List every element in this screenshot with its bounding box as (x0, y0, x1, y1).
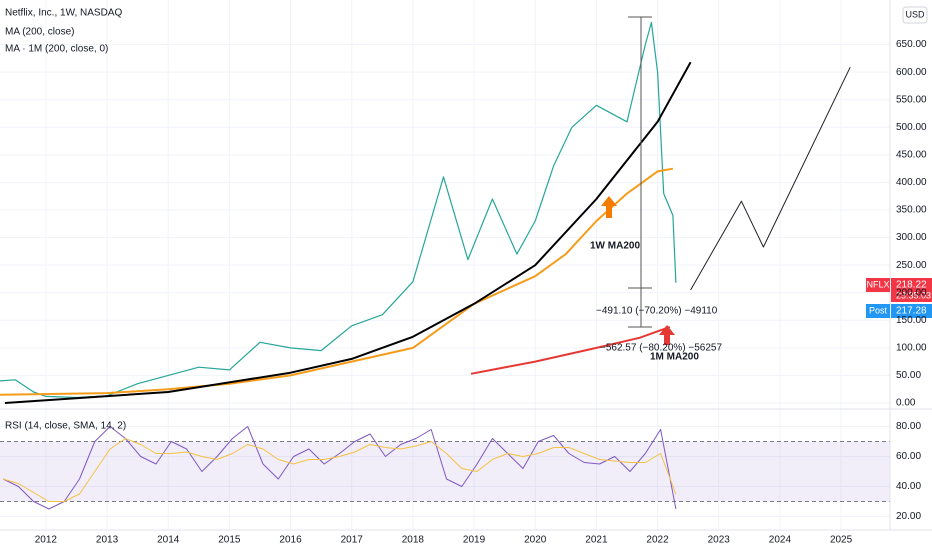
y-tick-label: 350.00 (896, 205, 927, 216)
annotation: −562.57 (−80.20%) −56257 (600, 343, 722, 354)
y-tick-label: 200.00 (896, 287, 927, 298)
y-tick-label: 500.00 (896, 122, 927, 133)
price-tag (891, 278, 932, 302)
x-tick-label: 2022 (646, 535, 669, 546)
post-tag (866, 304, 890, 318)
y-tick-label: 20.00 (896, 511, 921, 522)
y-tick-label: 0.00 (896, 398, 916, 409)
y-tick-label: 250.00 (896, 260, 927, 271)
x-tick-label: 2015 (218, 535, 241, 546)
annotation: 1M MA200 (650, 352, 699, 363)
annotation: −491.10 (−70.20%) −49110 (596, 306, 718, 317)
y-tick-label: 100.00 (896, 343, 927, 354)
y-tick-label: 60.00 (896, 451, 921, 462)
annotation: 1W MA200 (590, 241, 640, 252)
y-tick-label: 80.00 (896, 421, 921, 432)
currency-box[interactable] (902, 6, 928, 24)
post-price-tag (891, 304, 932, 318)
arrow-icon (659, 325, 675, 345)
y-tick-label: 550.00 (896, 94, 927, 105)
x-tick-label: 2012 (35, 535, 58, 546)
legend-entry: MA · 1M (200, close, 0) (5, 44, 108, 55)
x-tick-label: 2016 (279, 535, 302, 546)
series-line (470, 325, 671, 375)
chart-title: Netflix, Inc., 1W, NASDAQ (5, 8, 122, 19)
rsi-band (0, 441, 890, 502)
y-tick-label: 300.00 (896, 232, 927, 243)
y-tick-label: 650.00 (896, 39, 927, 50)
countdown-label: 23:35:03 (896, 290, 931, 300)
x-tick-label: 2014 (157, 535, 180, 546)
x-tick-label: 2025 (830, 535, 853, 546)
x-tick-label: 2020 (524, 535, 547, 546)
x-tick-label: 2023 (708, 535, 731, 546)
series-line (0, 167, 674, 396)
post-price-label: 217.28 (896, 306, 927, 317)
arrow-icon (601, 196, 617, 218)
symbol-label: NFLX (866, 279, 889, 289)
currency: USD (905, 9, 925, 19)
x-tick-label: 2017 (341, 535, 364, 546)
series-line (690, 66, 851, 291)
y-tick-label: 400.00 (896, 177, 927, 188)
y-tick-label: 50.00 (896, 370, 921, 381)
price-label: 218.22 (896, 280, 927, 291)
y-tick-label: 40.00 (896, 481, 921, 492)
series-line (4, 61, 692, 404)
y-tick-label: 600.00 (896, 67, 927, 78)
series-line (2, 438, 677, 502)
symbol-tag (866, 278, 890, 292)
x-tick-label: 2013 (96, 535, 119, 546)
x-tick-label: 2018 (402, 535, 425, 546)
post-label: Post (869, 305, 888, 315)
legend-entry: MA (200, close) (5, 27, 74, 38)
x-tick-label: 2024 (769, 535, 792, 546)
rsi-title: RSI (14, close, SMA, 14, 2) (5, 421, 126, 432)
x-tick-label: 2021 (585, 535, 608, 546)
y-tick-label: 450.00 (896, 150, 927, 161)
x-tick-label: 2019 (463, 535, 486, 546)
y-tick-label: 150.00 (896, 315, 927, 326)
